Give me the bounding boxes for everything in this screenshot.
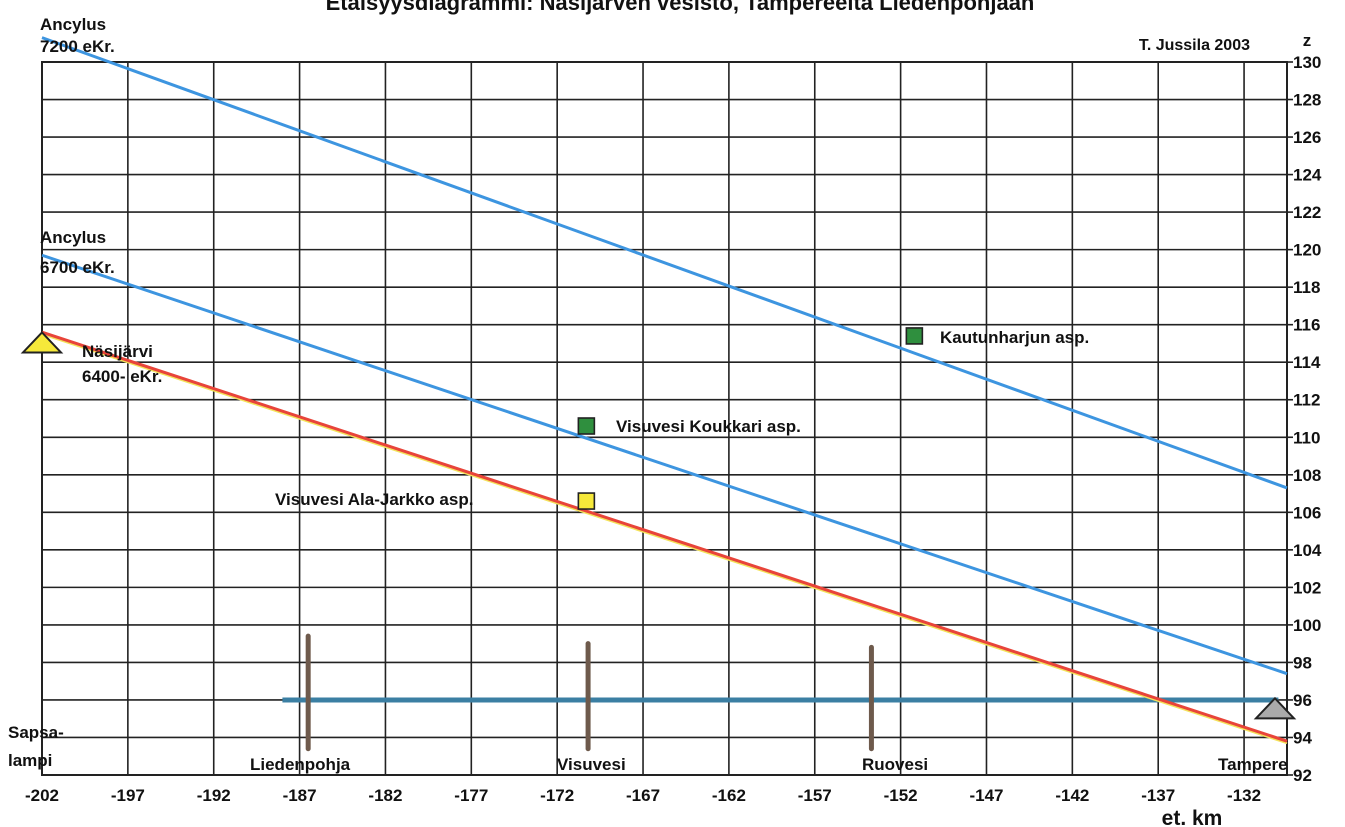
lake-triangle-marker xyxy=(1253,696,1297,720)
y-tick-label: 106 xyxy=(1293,503,1321,522)
y-tick-label: 108 xyxy=(1293,466,1321,485)
x-tick-label: -202 xyxy=(25,786,59,805)
axis-ticks: -202 -197 -192 -187 -182 -177 -172 -167 -162 -157… xyxy=(25,53,1322,805)
y-tick-label: 130 xyxy=(1293,53,1321,72)
grid xyxy=(41,61,1288,776)
y-tick-label: 120 xyxy=(1293,241,1321,260)
y-tick-label: 116 xyxy=(1293,316,1320,335)
place-label-liedenpohja: Liedenpohja xyxy=(250,755,351,774)
point-label-ala-jarkko: Visuvesi Ala-Jarkko asp. xyxy=(275,490,473,509)
credit-label: T. Jussila 2003 xyxy=(1139,37,1250,54)
x-tick-label: -137 xyxy=(1141,786,1175,805)
x-tick-label: -182 xyxy=(368,786,402,805)
series-label-ancylus-7200-line1: Ancylus xyxy=(40,15,106,34)
series-label-ancylus-6700-line1: Ancylus xyxy=(40,228,106,247)
series-label-ancylus-6700-line2: 6700 eKr. xyxy=(40,258,115,277)
lake-triangle-marker xyxy=(20,330,64,354)
y-tick-label: 102 xyxy=(1293,578,1321,597)
lake-triangles xyxy=(20,330,1297,720)
x-tick-label: -157 xyxy=(798,786,832,805)
series-label-ancylus-7200-line2: 7200 eKr. xyxy=(40,37,115,56)
y-tick-label: 124 xyxy=(1293,166,1322,185)
series-line-shadow xyxy=(41,333,1288,745)
x-tick-label: -167 xyxy=(626,786,660,805)
chart-title: Etäisyysdiagrammi: Näsijärven vesistö, T… xyxy=(326,0,1035,15)
series-line xyxy=(41,253,1288,676)
place-label-ruovesi: Ruovesi xyxy=(862,755,928,774)
site-marker xyxy=(905,327,924,345)
series-line xyxy=(41,36,1288,490)
x-tick-label: -197 xyxy=(111,786,145,805)
x-tick-label: -132 xyxy=(1227,786,1261,805)
y-tick-label: 94 xyxy=(1293,728,1312,747)
y-tick-label: 128 xyxy=(1293,91,1321,110)
y-tick-label: 100 xyxy=(1293,616,1321,635)
y-tick-label: 114 xyxy=(1293,353,1321,372)
point-label-koukkari: Visuvesi Koukkari asp. xyxy=(616,417,801,436)
site-marker xyxy=(577,492,596,510)
x-tick-label: -177 xyxy=(454,786,488,805)
end-label-sapsalampi-line1: Sapsa- xyxy=(8,723,64,742)
x-tick-label: -162 xyxy=(712,786,746,805)
x-tick-label: -192 xyxy=(197,786,231,805)
series-line xyxy=(41,330,1288,743)
site-markers xyxy=(577,327,924,510)
y-tick-label: 96 xyxy=(1293,691,1312,710)
point-label-kautunharju: Kautunharjun asp. xyxy=(940,328,1089,347)
series-label-nasijarvi-line2: 6400- eKr. xyxy=(82,367,162,386)
y-tick-label: 110 xyxy=(1293,428,1320,447)
y-tick-label: 98 xyxy=(1293,653,1312,672)
y-axis-label: z xyxy=(1303,31,1312,50)
y-tick-label: 126 xyxy=(1293,128,1321,147)
x-tick-label: -152 xyxy=(884,786,918,805)
y-tick-label: 122 xyxy=(1293,203,1321,222)
x-tick-label: -172 xyxy=(540,786,574,805)
x-tick-label: -147 xyxy=(969,786,1003,805)
x-axis-label: et. km xyxy=(1162,807,1223,827)
y-tick-label: 118 xyxy=(1293,278,1320,297)
place-label-visuvesi: Visuvesi xyxy=(557,755,626,774)
x-tick-label: -187 xyxy=(283,786,317,805)
place-poles xyxy=(305,633,874,752)
site-marker xyxy=(577,417,596,435)
end-label-tampere: Tampere xyxy=(1218,755,1288,774)
y-tick-label: 112 xyxy=(1293,391,1320,410)
series-label-nasijarvi-line1: Näsijärvi xyxy=(82,342,153,361)
y-tick-label: 92 xyxy=(1293,766,1312,785)
x-tick-label: -142 xyxy=(1055,786,1089,805)
end-label-sapsalampi-line2: lampi xyxy=(8,751,52,770)
y-tick-label: 104 xyxy=(1293,541,1322,560)
series-lines xyxy=(41,36,1288,745)
